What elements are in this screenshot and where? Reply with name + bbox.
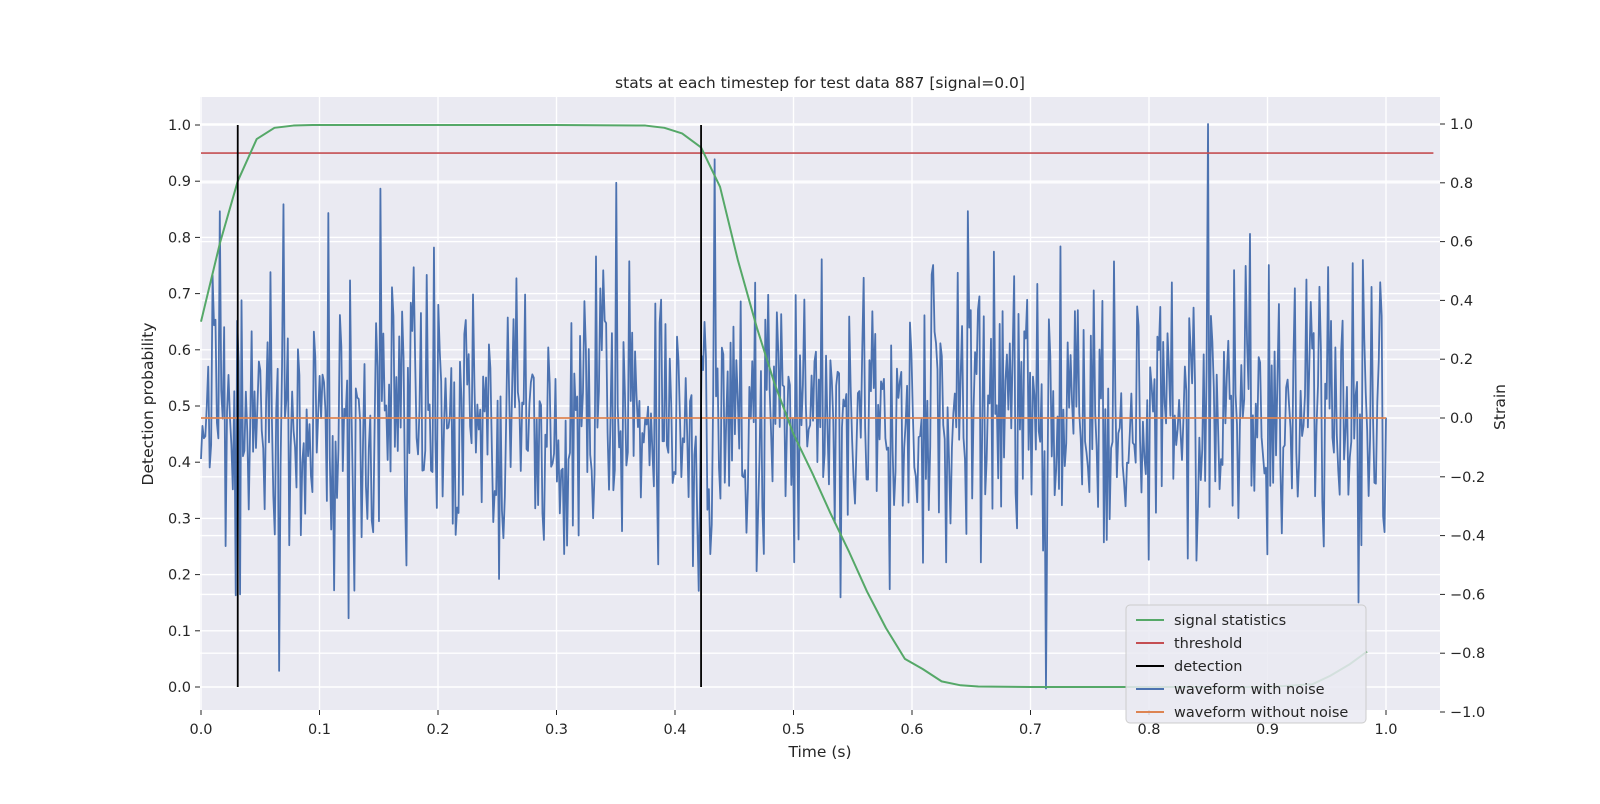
left-tick-label: 0.5 <box>168 399 191 415</box>
right-tick-label: 0.8 <box>1450 176 1473 192</box>
x-tick-label: 0.6 <box>900 722 923 738</box>
x-tick-label: 0.8 <box>1137 722 1160 738</box>
x-tick-label: 0.2 <box>426 722 449 738</box>
legend-label: threshold <box>1174 636 1242 652</box>
legend-label: detection <box>1174 659 1242 675</box>
x-tick-label: 0.4 <box>663 722 686 738</box>
series-waveform-with-noise <box>200 123 1387 690</box>
left-tick-label: 0.6 <box>168 343 191 359</box>
right-y-axis: −1.0 −0.8 −0.6 −0.4 −0.2 0.0 0.2 0.4 0.6 0.8 1.0 <box>1440 117 1485 721</box>
left-tick-label: 0.2 <box>168 568 191 584</box>
x-tick-label: 0.1 <box>308 722 331 738</box>
x-tick-label: 0.9 <box>1256 722 1279 738</box>
x-tick-label: 0.3 <box>545 722 568 738</box>
legend-label: waveform without noise <box>1174 705 1348 721</box>
right-tick-label: 0.6 <box>1450 235 1473 251</box>
left-tick-label: 1.0 <box>168 118 191 134</box>
right-tick-label: −0.6 <box>1450 587 1485 603</box>
right-tick-label: 0.2 <box>1450 352 1473 368</box>
left-tick-label: 0.1 <box>168 624 191 640</box>
legend-box <box>1125 604 1367 724</box>
right-tick-label: 0.4 <box>1450 293 1473 309</box>
left-y-axis-title: Detection probability <box>139 323 157 486</box>
series-layer <box>200 123 1434 690</box>
x-tick-label: 0.5 <box>782 722 805 738</box>
series-signal-statistics <box>200 124 1368 688</box>
x-axis-title: Time (s) <box>787 743 851 761</box>
left-tick-label: 0.3 <box>168 511 191 527</box>
chart-title: stats at each timestep for test data 887… <box>615 74 1025 92</box>
legend-label: signal statistics <box>1174 613 1286 629</box>
x-tick-label: 1.0 <box>1374 722 1397 738</box>
left-tick-label: 0.7 <box>168 287 191 303</box>
right-tick-label: −0.2 <box>1450 470 1485 486</box>
left-tick-label: 0.9 <box>168 174 191 190</box>
x-tick-label: 0.7 <box>1019 722 1042 738</box>
right-tick-label: −0.4 <box>1450 529 1485 545</box>
left-tick-label: 0.8 <box>168 230 191 246</box>
legend-label: waveform with noise <box>1174 682 1325 698</box>
right-tick-label: 0.0 <box>1450 411 1473 427</box>
x-tick-label: 0.0 <box>189 722 212 738</box>
left-tick-label: 0.4 <box>168 455 191 471</box>
legend: signal statistics threshold detection wavef… <box>1125 604 1367 724</box>
right-y-axis-title: Strain <box>1491 384 1509 430</box>
left-y-axis: 0.0 0.1 0.2 0.3 0.4 0.5 0.6 0.7 0.8 0.9 1.0 <box>168 118 200 696</box>
right-tick-label: −1.0 <box>1450 705 1485 721</box>
x-axis: 0.0 0.1 0.2 0.3 0.4 0.5 0.6 0.7 0.8 0.9 1.0 <box>189 710 1398 738</box>
left-tick-label: 0.0 <box>168 680 191 696</box>
right-tick-label: −0.8 <box>1450 646 1485 662</box>
right-tick-label: 1.0 <box>1450 117 1473 133</box>
